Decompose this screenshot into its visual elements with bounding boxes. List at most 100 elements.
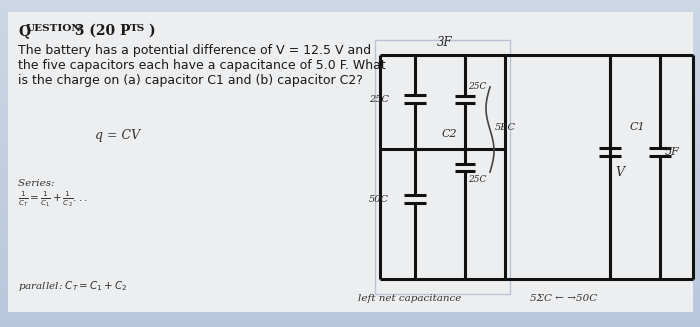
Bar [0,290,700,291]
Bar [0,142,700,143]
Bar [0,154,700,155]
Bar [0,264,700,265]
Bar [0,199,700,200]
Bar [0,155,700,156]
Bar [0,252,700,253]
Text: ): ) [148,24,155,38]
Bar [0,170,700,171]
Bar [0,322,700,323]
Text: 25C: 25C [468,175,486,184]
Bar [0,218,700,219]
Bar [0,230,700,231]
Bar [0,0,700,1]
Bar [0,156,700,157]
Bar [0,260,700,261]
Text: q = CV: q = CV [95,129,140,142]
Bar [0,106,700,107]
Bar [0,159,700,160]
Bar [0,211,700,212]
Bar [0,92,700,93]
Bar [0,163,700,164]
Bar [0,11,700,12]
Bar [0,76,700,77]
Bar [0,294,700,295]
Bar [0,61,700,62]
Bar [0,81,700,82]
Bar [0,35,700,36]
Bar [0,288,700,289]
Bar [0,8,700,9]
Bar [0,56,700,57]
Bar [0,45,700,46]
Bar [0,137,700,138]
Bar [0,75,700,76]
Bar [0,272,700,273]
Bar [0,231,700,232]
Bar [0,105,700,106]
Bar [0,39,700,40]
Bar [0,319,700,320]
Bar [0,311,700,312]
Bar [0,143,700,144]
Bar [0,23,700,24]
Bar [0,152,700,153]
Bar [0,201,700,202]
Bar [0,179,700,180]
Bar [0,295,700,296]
Bar [0,181,700,182]
Bar [0,134,700,135]
Bar [0,139,700,140]
Bar [0,103,700,104]
Bar [0,12,700,13]
Bar [0,94,700,95]
Bar [0,225,700,226]
Bar [0,24,700,25]
Bar [0,65,700,66]
Bar [0,259,700,260]
Bar [0,293,700,294]
Bar [0,299,700,300]
Bar [0,251,700,252]
Bar [0,321,700,322]
Bar [0,93,700,94]
Bar [0,258,700,259]
Bar [0,245,700,246]
Bar [0,186,700,187]
Bar [0,77,700,78]
Bar [0,168,700,169]
Text: 25C: 25C [369,95,389,104]
Bar [0,310,700,311]
Bar [0,27,700,28]
Bar [0,267,700,268]
Text: is the charge on (a) capacitor C1 and (b) capacitor C2?: is the charge on (a) capacitor C1 and (b… [18,74,363,87]
Bar [0,298,700,299]
Bar [0,268,700,269]
Bar [0,79,700,80]
Bar [0,3,700,4]
Bar [0,15,700,16]
Bar [0,113,700,114]
Bar [0,26,700,27]
Bar [0,98,700,99]
Bar [0,315,700,316]
Bar [0,40,700,41]
Bar [0,29,700,30]
Bar [0,174,700,175]
Bar [0,182,700,183]
Bar [0,96,700,97]
Bar [0,325,700,326]
Bar [0,22,700,23]
Bar [0,51,700,52]
Bar [0,13,700,14]
Bar [0,263,700,264]
Bar [0,74,700,75]
Bar [0,151,700,152]
Bar [0,269,700,270]
Bar [0,173,700,174]
Bar [0,235,700,236]
Bar [0,326,700,327]
Bar [0,286,700,287]
Bar [0,64,700,65]
Text: Series:: Series: [18,179,61,188]
Bar [0,262,700,263]
